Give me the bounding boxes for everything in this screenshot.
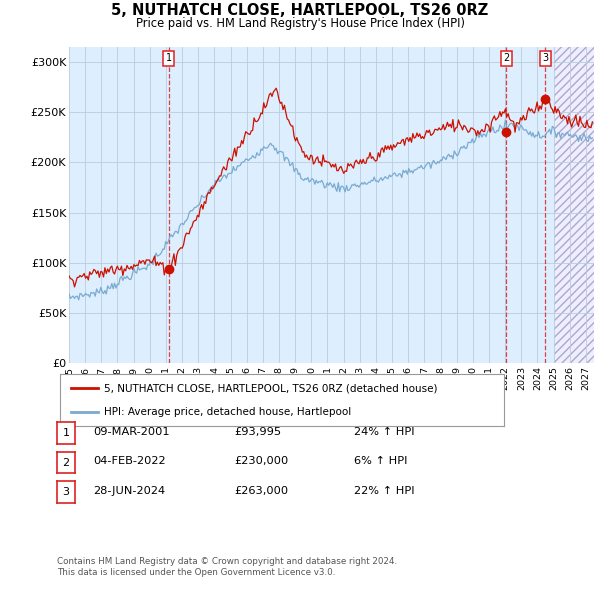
Text: Contains HM Land Registry data © Crown copyright and database right 2024.: Contains HM Land Registry data © Crown c…	[57, 558, 397, 566]
Text: £93,995: £93,995	[234, 427, 281, 437]
Text: This data is licensed under the Open Government Licence v3.0.: This data is licensed under the Open Gov…	[57, 568, 335, 577]
Text: 6% ↑ HPI: 6% ↑ HPI	[354, 457, 407, 466]
Text: £263,000: £263,000	[234, 486, 288, 496]
Text: 09-MAR-2001: 09-MAR-2001	[93, 427, 170, 437]
Text: 5, NUTHATCH CLOSE, HARTLEPOOL, TS26 0RZ (detached house): 5, NUTHATCH CLOSE, HARTLEPOOL, TS26 0RZ …	[104, 383, 438, 393]
Text: 24% ↑ HPI: 24% ↑ HPI	[354, 427, 415, 437]
Text: 2: 2	[503, 53, 509, 63]
Bar	[554, 47, 594, 363]
Text: 3: 3	[62, 487, 70, 497]
Text: 28-JUN-2024: 28-JUN-2024	[93, 486, 165, 496]
Text: 5, NUTHATCH CLOSE, HARTLEPOOL, TS26 0RZ: 5, NUTHATCH CLOSE, HARTLEPOOL, TS26 0RZ	[112, 4, 488, 18]
Text: 04-FEB-2022: 04-FEB-2022	[93, 457, 166, 466]
Text: 1: 1	[62, 428, 70, 438]
Text: £230,000: £230,000	[234, 457, 288, 466]
Bar	[554, 47, 594, 363]
Text: 2: 2	[62, 458, 70, 467]
Text: Price paid vs. HM Land Registry's House Price Index (HPI): Price paid vs. HM Land Registry's House …	[136, 17, 464, 30]
Text: 1: 1	[166, 53, 172, 63]
Text: 22% ↑ HPI: 22% ↑ HPI	[354, 486, 415, 496]
Text: HPI: Average price, detached house, Hartlepool: HPI: Average price, detached house, Hart…	[104, 407, 352, 417]
Text: 3: 3	[542, 53, 548, 63]
